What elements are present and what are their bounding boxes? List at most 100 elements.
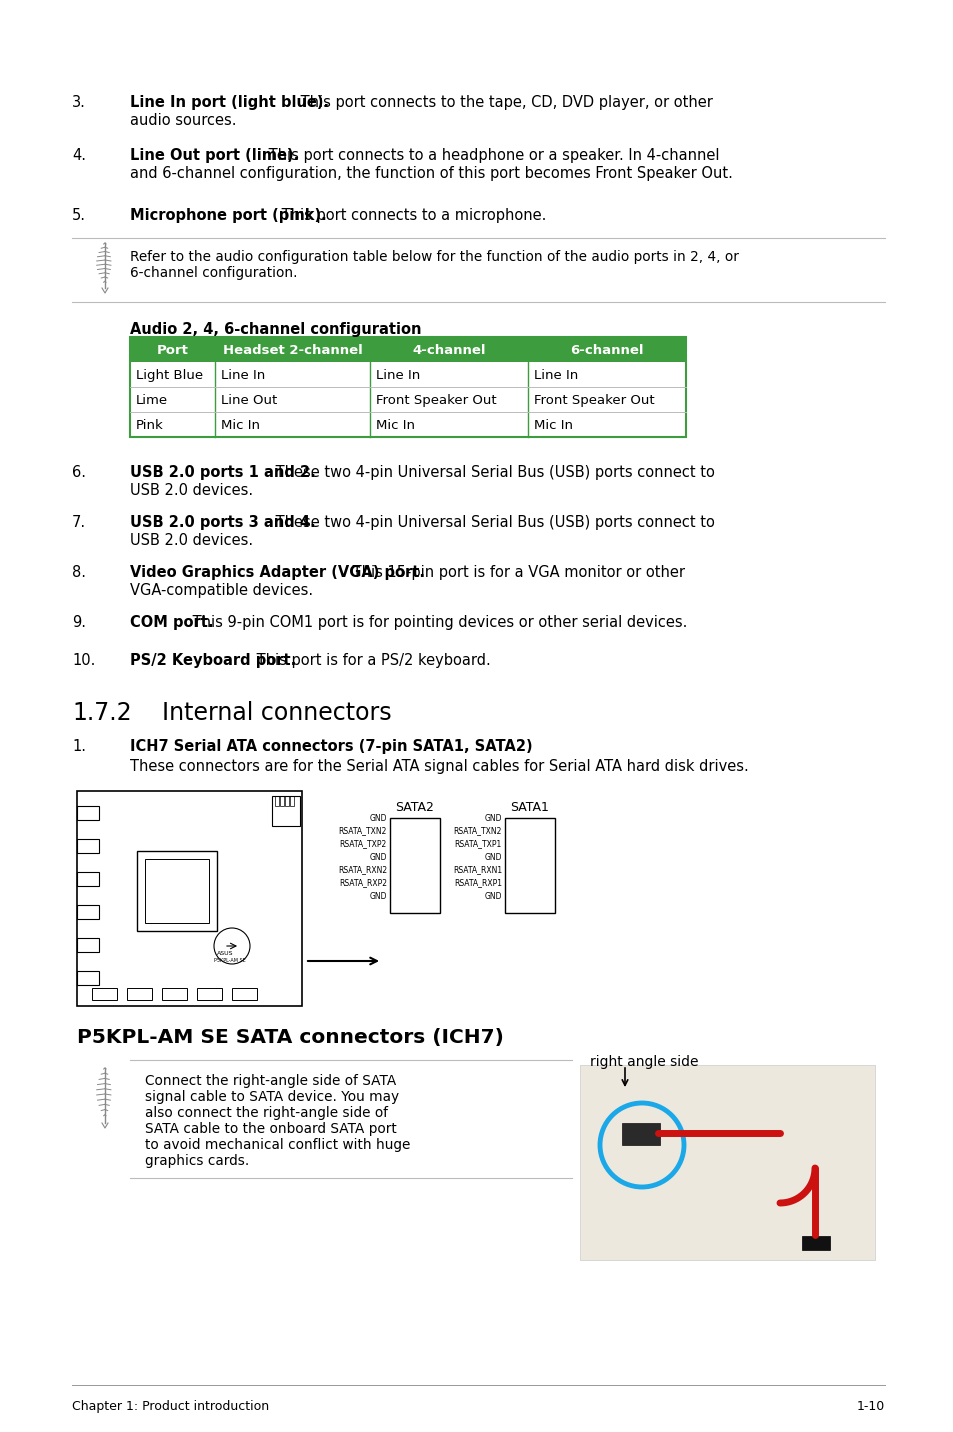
Bar: [145, 859, 209, 924]
Text: to avoid mechanical conflict with huge: to avoid mechanical conflict with huge: [145, 1138, 410, 1151]
Text: ASUS: ASUS: [216, 951, 233, 957]
Text: Line Out port (lime).: Line Out port (lime).: [130, 147, 299, 163]
Text: Pink: Pink: [136, 420, 164, 432]
Text: and 6-channel configuration, the function of this port becomes Front Speaker Out: and 6-channel configuration, the functio…: [130, 166, 732, 180]
Bar: [137, 851, 216, 931]
Bar: [232, 988, 256, 1000]
Text: audio sources.: audio sources.: [130, 113, 236, 127]
Text: Front Speaker Out: Front Speaker Out: [375, 394, 497, 407]
Bar: [285, 796, 289, 806]
Text: 3.: 3.: [71, 95, 86, 110]
Text: 9.: 9.: [71, 614, 86, 630]
Text: 4.: 4.: [71, 147, 86, 163]
Text: These two 4-pin Universal Serial Bus (USB) ports connect to: These two 4-pin Universal Serial Bus (US…: [271, 465, 714, 480]
Text: RSATA_RXN1: RSATA_RXN1: [453, 865, 501, 875]
Text: Line In port (light blue).: Line In port (light blue).: [130, 95, 329, 110]
Bar: [77, 839, 99, 853]
Text: Microphone port (pink).: Microphone port (pink).: [130, 208, 327, 223]
Bar: [91, 988, 117, 1000]
Bar: [280, 796, 284, 806]
Text: 8.: 8.: [71, 566, 86, 580]
Text: 4-channel: 4-channel: [412, 344, 485, 357]
Bar: [130, 337, 685, 362]
Text: RSATA_RXP2: RSATA_RXP2: [338, 878, 387, 888]
Text: P5KPL-AM SE SATA connectors (ICH7): P5KPL-AM SE SATA connectors (ICH7): [77, 1028, 503, 1047]
Text: Mic In: Mic In: [221, 420, 260, 432]
Text: Port: Port: [156, 344, 189, 357]
Text: Mic In: Mic In: [375, 420, 415, 432]
Bar: [130, 387, 685, 412]
Text: GND: GND: [484, 852, 501, 862]
Text: right angle side: right angle side: [589, 1055, 698, 1070]
Text: GND: GND: [369, 892, 387, 901]
Text: 7.: 7.: [71, 516, 86, 530]
Bar: [130, 337, 685, 437]
Text: GND: GND: [369, 852, 387, 862]
Text: Internal connectors: Internal connectors: [162, 702, 392, 725]
Bar: [130, 362, 685, 387]
Text: GND: GND: [369, 813, 387, 822]
Text: RSATA_RXN2: RSATA_RXN2: [337, 865, 387, 875]
Bar: [77, 790, 302, 1007]
Bar: [290, 796, 294, 806]
Bar: [77, 938, 99, 952]
Text: Line Out: Line Out: [221, 394, 277, 407]
Bar: [77, 905, 99, 919]
Text: Line In: Line In: [221, 369, 265, 382]
Text: USB 2.0 ports 1 and 2.: USB 2.0 ports 1 and 2.: [130, 465, 315, 480]
Text: These connectors are for the Serial ATA signal cables for Serial ATA hard disk d: These connectors are for the Serial ATA …: [130, 759, 748, 775]
Bar: [272, 796, 299, 826]
Text: SATA1: SATA1: [510, 800, 549, 813]
Text: P5KPL-AM SE: P5KPL-AM SE: [213, 958, 246, 962]
Bar: [801, 1236, 829, 1250]
Text: USB 2.0 devices.: USB 2.0 devices.: [130, 483, 253, 498]
Text: Connect the right-angle side of SATA: Connect the right-angle side of SATA: [145, 1074, 395, 1088]
Text: graphics cards.: graphics cards.: [145, 1154, 249, 1169]
Text: RSATA_TXN2: RSATA_TXN2: [453, 826, 501, 835]
Text: Line In: Line In: [375, 369, 420, 382]
Bar: [77, 872, 99, 886]
Text: COM port.: COM port.: [130, 614, 213, 630]
Text: signal cable to SATA device. You may: signal cable to SATA device. You may: [145, 1090, 398, 1104]
Text: These two 4-pin Universal Serial Bus (USB) ports connect to: These two 4-pin Universal Serial Bus (US…: [271, 516, 714, 530]
Bar: [504, 818, 555, 914]
Text: ICH7 Serial ATA connectors (7-pin SATA1, SATA2): ICH7 Serial ATA connectors (7-pin SATA1,…: [130, 739, 532, 755]
Text: Audio 2, 4, 6-channel configuration: Audio 2, 4, 6-channel configuration: [130, 322, 421, 337]
Text: SATA cable to the onboard SATA port: SATA cable to the onboard SATA port: [145, 1123, 396, 1136]
Text: Mic In: Mic In: [534, 420, 573, 432]
Text: also connect the right-angle side of: also connect the right-angle side of: [145, 1106, 388, 1120]
Text: Front Speaker Out: Front Speaker Out: [534, 394, 654, 407]
Text: USB 2.0 devices.: USB 2.0 devices.: [130, 533, 253, 548]
Text: Refer to the audio configuration table below for the function of the audio ports: Refer to the audio configuration table b…: [130, 251, 739, 263]
Text: SATA2: SATA2: [395, 800, 434, 813]
Bar: [390, 818, 439, 914]
Text: PS/2 Keyboard port.: PS/2 Keyboard port.: [130, 653, 296, 667]
Bar: [274, 796, 278, 806]
Text: Line In: Line In: [534, 369, 578, 382]
Text: 1-10: 1-10: [856, 1400, 884, 1413]
Text: This port connects to the tape, CD, DVD player, or other: This port connects to the tape, CD, DVD …: [296, 95, 713, 110]
Bar: [196, 988, 222, 1000]
Text: USB 2.0 ports 3 and 4.: USB 2.0 ports 3 and 4.: [130, 516, 315, 530]
Text: RSATA_TXN2: RSATA_TXN2: [338, 826, 387, 835]
Text: 6-channel: 6-channel: [570, 344, 643, 357]
Text: This 15-pin port is for a VGA monitor or other: This 15-pin port is for a VGA monitor or…: [347, 566, 684, 580]
Text: 6-channel configuration.: 6-channel configuration.: [130, 266, 297, 281]
Text: This port connects to a headphone or a speaker. In 4-channel: This port connects to a headphone or a s…: [264, 147, 720, 163]
Text: 1.7.2: 1.7.2: [71, 702, 132, 725]
Text: RSATA_TXP1: RSATA_TXP1: [455, 839, 501, 849]
Bar: [77, 971, 99, 985]
Text: Lime: Lime: [136, 394, 168, 407]
Text: VGA-compatible devices.: VGA-compatible devices.: [130, 583, 313, 599]
Text: Chapter 1: Product introduction: Chapter 1: Product introduction: [71, 1400, 269, 1413]
Text: RSATA_TXP2: RSATA_TXP2: [339, 839, 387, 849]
Text: GND: GND: [484, 813, 501, 822]
Text: This port connects to a microphone.: This port connects to a microphone.: [277, 208, 546, 223]
Text: 5.: 5.: [71, 208, 86, 223]
Text: 1.: 1.: [71, 739, 86, 755]
Bar: [130, 412, 685, 437]
Text: Video Graphics Adapter (VGA) port.: Video Graphics Adapter (VGA) port.: [130, 566, 424, 580]
Text: 6.: 6.: [71, 465, 86, 480]
Bar: [621, 1123, 659, 1146]
Text: Light Blue: Light Blue: [136, 369, 203, 382]
